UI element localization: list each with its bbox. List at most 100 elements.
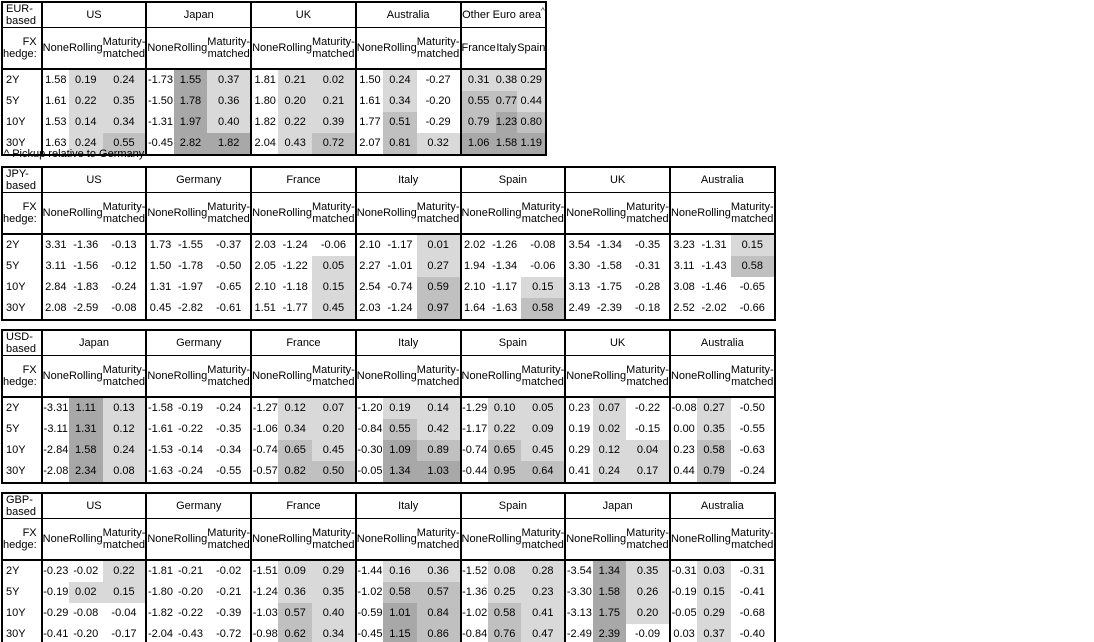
country-header: US: [40, 167, 147, 193]
value-cell: 1.94: [459, 256, 488, 277]
value-cell: 0.79: [459, 112, 496, 133]
value-cell: 0.20: [312, 419, 356, 440]
value-cell: -1.53: [145, 440, 174, 461]
value-cell: 1.58: [68, 440, 103, 461]
fx-hedge-label: FX hedge:: [2, 355, 42, 398]
value-cell: 1.09: [383, 440, 417, 461]
tenor-label: 5Y: [6, 95, 20, 107]
value-cell: 0.45: [145, 298, 174, 320]
table-row: 2Y 1.58 0.19 0.24 -1.73 1.55 0.37 1.81 0.21 0.02 1…: [2, 69, 547, 91]
value-cell: -2.84: [40, 440, 69, 461]
value-cell: -0.40: [739, 628, 765, 640]
value-cell: 0.19: [383, 397, 417, 419]
value-cell: -0.41: [40, 624, 69, 642]
value-cell: 0.82: [278, 461, 313, 483]
value-cell: 1.58: [592, 582, 627, 603]
value-cell: 0.28: [521, 560, 566, 582]
value-cell: 0.24: [68, 133, 103, 155]
hedge-type-header: Maturity-matched: [207, 355, 252, 398]
value-cell: 1.31: [68, 419, 103, 440]
value-cell: -1.36: [73, 239, 99, 251]
value-cell: -0.31: [739, 565, 765, 577]
value-cell: 0.29: [564, 440, 593, 461]
value-cell: 2.03: [354, 298, 384, 320]
hedge-type-header: Rolling: [173, 355, 208, 398]
table-row: 5Y 3.11 -1.56 -0.12 1.50 -1.78 -0.50 2.05 -1.22 0…: [2, 256, 775, 277]
value-cell: 0.15: [697, 582, 731, 603]
hedge-type-header: None: [564, 355, 593, 398]
fx-hedge-label: FX hedge:: [2, 27, 42, 70]
table-row: 5Y 1.61 0.22 0.35 -1.50 1.78 0.36 1.80 0.20 0.21 1…: [2, 91, 547, 112]
hedge-type-header: Maturity-matched: [207, 27, 252, 70]
country-header: France: [250, 493, 356, 519]
value-cell: 1.63: [40, 133, 69, 155]
value-cell: -0.28: [635, 281, 661, 293]
hedge-type-header: Rolling: [592, 355, 627, 398]
value-cell: 0.31: [459, 69, 496, 91]
value-cell: 2.07: [354, 133, 384, 155]
hedge-type-header: Rolling: [383, 27, 417, 70]
hedge-type-header: Maturity-matched: [730, 192, 775, 235]
value-cell: -1.78: [177, 260, 204, 272]
value-cell: -1.52: [459, 560, 488, 582]
value-cell: -0.34: [216, 444, 242, 456]
value-cell: 0.21: [278, 69, 313, 91]
value-cell: -0.61: [216, 302, 242, 314]
value-cell: 1.55: [173, 69, 208, 91]
value-cell: 1.53: [40, 112, 69, 133]
value-cell: -2.02: [701, 302, 727, 314]
value-cell: -0.06: [530, 260, 556, 272]
hedge-type-header: None: [459, 355, 488, 398]
country-header: UK: [564, 167, 670, 193]
hedge-type-header: None: [354, 355, 384, 398]
value-cell: 1.15: [383, 624, 417, 642]
country-header: Australia: [668, 330, 775, 356]
tenor-label: 30Y: [6, 465, 26, 477]
value-cell: -0.20: [73, 628, 99, 640]
value-cell: 0.08: [487, 560, 522, 582]
value-cell: -1.75: [596, 281, 622, 293]
value-cell: 0.64: [521, 461, 566, 483]
value-cell: 0.10: [487, 397, 522, 419]
value-cell: 2.39: [592, 624, 627, 642]
value-cell: 0.38: [495, 69, 518, 91]
value-cell: 2.03: [250, 234, 279, 256]
value-cell: 0.80: [517, 112, 547, 133]
value-cell: 0.12: [102, 419, 147, 440]
country-header: France: [250, 330, 356, 356]
value-cell: 0.51: [383, 112, 417, 133]
value-cell: 0.15: [102, 582, 147, 603]
value-cell: 0.19: [564, 419, 593, 440]
hedge-type-header: Maturity-matched: [312, 192, 356, 235]
eur-based-table: EUR-based US Japan UK Australia Other Euro ar…: [1, 1, 548, 156]
value-cell: 0.27: [697, 397, 731, 419]
country-header: Italy: [354, 493, 461, 519]
hedge-type-header: Rolling: [697, 192, 731, 235]
tenor-label: 10Y: [6, 607, 26, 619]
value-cell: 2.04: [250, 133, 279, 155]
value-cell: -0.22: [177, 423, 204, 435]
value-cell: 0.29: [517, 69, 547, 91]
value-cell: -0.17: [111, 628, 137, 640]
tenor-label: 10Y: [6, 444, 26, 456]
table-row: 10Y -0.29 -0.08 -0.04 -1.82 -0.22 -0.39 -1.03 0.…: [2, 603, 775, 624]
country-header: Germany: [145, 167, 252, 193]
value-cell: 0.65: [487, 440, 522, 461]
value-cell: 0.58: [697, 440, 731, 461]
value-cell: -0.19: [40, 582, 69, 603]
value-cell: -0.72: [216, 628, 242, 640]
value-cell: -1.58: [596, 260, 622, 272]
value-cell: -1.22: [282, 260, 308, 272]
hedge-type-header: Maturity-matched: [521, 518, 566, 561]
value-cell: -0.08: [530, 239, 556, 251]
hedge-type-header: Maturity-matched: [312, 518, 356, 561]
fx-hedge-label: FX hedge:: [2, 192, 42, 235]
value-cell: 2.84: [40, 277, 69, 298]
value-cell: 0.15: [730, 234, 775, 256]
value-cell: 0.24: [102, 69, 147, 91]
table-row: 10Y 1.53 0.14 0.34 -1.31 1.97 0.40 1.82 0.22 0.39…: [2, 112, 547, 133]
value-cell: 1.11: [68, 397, 103, 419]
value-cell: -0.68: [739, 607, 765, 619]
value-cell: 2.34: [68, 461, 103, 483]
value-cell: -0.22: [635, 402, 661, 414]
